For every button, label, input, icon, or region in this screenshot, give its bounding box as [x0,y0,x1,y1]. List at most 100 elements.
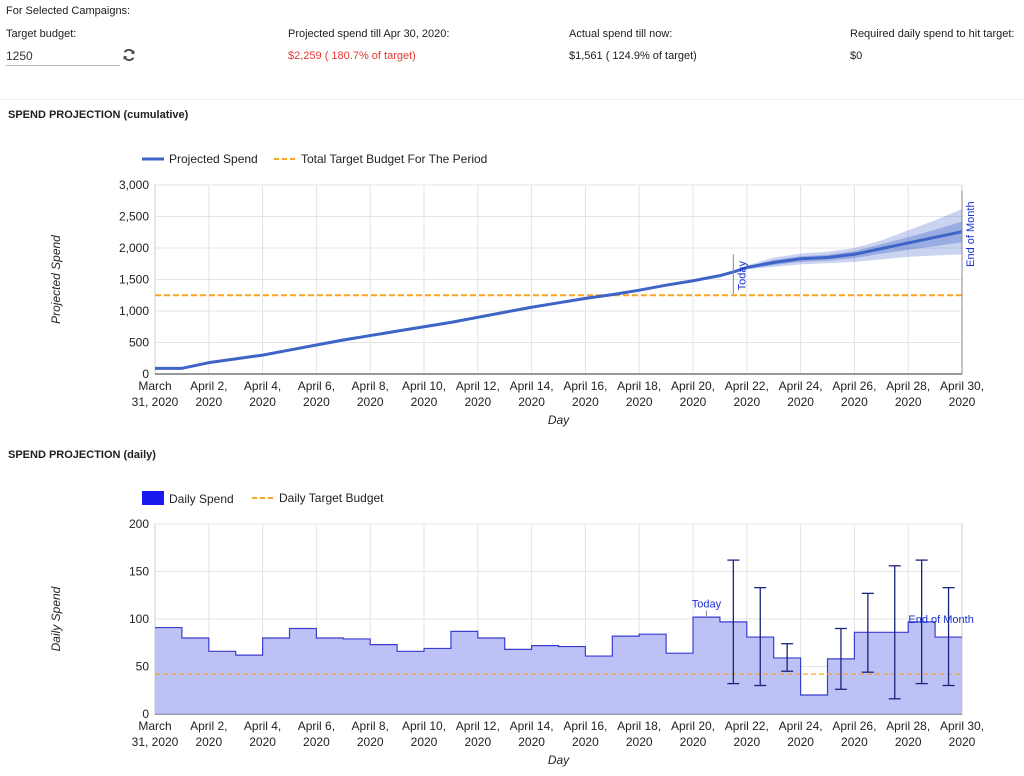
y-tick-label: 0 [142,367,149,381]
x-tick-label: April 14, [510,719,554,733]
x-tick-label: 2020 [841,735,868,749]
legend-label-target: Total Target Budget For The Period [301,152,487,166]
x-tick-label: 2020 [464,735,491,749]
x-tick-label: April 2, [190,719,227,733]
x-tick-label: 2020 [949,735,976,749]
x-tick-label: 31, 2020 [132,735,179,749]
x-tick-label: 2020 [787,735,814,749]
selection-label: For Selected Campaigns: [6,5,131,17]
x-tick-label: April 16, [563,719,607,733]
x-tick-label: 2020 [895,735,922,749]
x-tick-label: April 18, [617,719,661,733]
x-tick-label: April 10, [402,719,446,733]
x-tick-label: 2020 [787,395,814,409]
y-tick-label: 2,000 [119,241,149,255]
x-tick-label: 2020 [895,395,922,409]
x-tick-label: April 28, [886,719,930,733]
actual-spend-label: Actual spend till now: [569,28,673,40]
x-axis-title: Day [548,413,570,427]
target-budget-input[interactable] [6,47,120,66]
x-tick-label: 2020 [572,395,599,409]
legend-label-daily: Daily Spend [169,492,234,506]
x-tick-label: 2020 [464,395,491,409]
x-tick-label: April 4, [244,719,281,733]
y-tick-label: 100 [129,612,149,626]
y-tick-label: 3,000 [119,178,149,192]
y-tick-label: 500 [129,336,149,350]
end-of-month-annotation: End of Month [965,201,977,266]
x-tick-label: April 30, [940,719,984,733]
y-tick-label: 200 [129,517,149,531]
legend-swatch-daily [142,491,164,505]
x-tick-label: 31, 2020 [132,395,179,409]
x-tick-label: April 12, [456,719,500,733]
actual-spend-value: $1,561 ( 124.9% of target) [569,50,697,62]
x-tick-label: April 10, [402,379,446,393]
x-tick-label: April 14, [510,379,554,393]
y-tick-label: 150 [129,565,149,579]
y-axis-title: Daily Spend [49,586,63,651]
x-tick-label: 2020 [303,395,330,409]
x-tick-label: 2020 [949,395,976,409]
x-tick-label: April 8, [352,379,389,393]
x-tick-label: 2020 [411,395,438,409]
y-tick-label: 0 [142,707,149,721]
x-tick-label: 2020 [680,735,707,749]
legend-label-projected: Projected Spend [169,152,258,166]
x-tick-label: April 8, [352,719,389,733]
y-tick-label: 50 [136,660,150,674]
cumulative-section-title: SPEND PROJECTION (cumulative) [8,109,189,121]
x-tick-label: April 22, [725,719,769,733]
refresh-icon[interactable] [121,47,137,63]
x-tick-label: April 6, [298,719,335,733]
y-axis-title: Projected Spend [49,235,63,324]
target-budget-label: Target budget: [6,28,77,40]
projected-spend-value: $2,259 ( 180.7% of target) [288,50,416,62]
today-annotation: Today [736,261,748,291]
x-tick-label: 2020 [680,395,707,409]
x-tick-label: 2020 [518,735,545,749]
x-tick-label: April 4, [244,379,281,393]
x-tick-label: April 16, [563,379,607,393]
x-tick-label: April 28, [886,379,930,393]
x-tick-label: April 2, [190,379,227,393]
x-tick-label: 2020 [411,735,438,749]
x-tick-label: April 24, [779,719,823,733]
daily-section-title: SPEND PROJECTION (daily) [8,449,156,461]
x-tick-label: 2020 [195,395,222,409]
x-tick-label: 2020 [249,395,276,409]
x-tick-label: April 20, [671,379,715,393]
cumulative-chart: 0 500 1,000 1,500 2,000 2,500 3,000 March 31, 20… [49,152,984,427]
x-tick-label: 2020 [841,395,868,409]
x-tick-label: March [138,719,171,733]
end-of-month-annotation: End of Month [908,614,973,626]
x-tick-label: 2020 [518,395,545,409]
x-tick-label: 2020 [357,735,384,749]
header-divider [0,99,1024,100]
x-tick-label: April 30, [940,379,984,393]
daily-chart: 0 50 100 150 200 March 31, 2020 April 2, 2020 Apr… [49,491,984,767]
x-tick-label: April 24, [779,379,823,393]
x-tick-label: 2020 [733,735,760,749]
y-tick-label: 2,500 [119,210,149,224]
required-daily-value: $0 [850,50,863,62]
x-tick-label: April 26, [832,379,876,393]
y-tick-label: 1,500 [119,273,149,287]
x-tick-label: 2020 [626,395,653,409]
x-tick-label: 2020 [572,735,599,749]
x-tick-label: April 22, [725,379,769,393]
x-tick-label: April 20, [671,719,715,733]
projected-spend-label: Projected spend till Apr 30, 2020: [288,28,450,40]
x-tick-label: 2020 [733,395,760,409]
x-tick-label: April 26, [832,719,876,733]
required-daily-label: Required daily spend to hit target: [850,28,1015,40]
x-tick-label: 2020 [357,395,384,409]
today-annotation: Today [692,599,722,611]
x-axis-title: Day [548,753,570,767]
x-tick-label: 2020 [249,735,276,749]
x-tick-label: April 18, [617,379,661,393]
x-tick-label: 2020 [303,735,330,749]
x-tick-label: 2020 [195,735,222,749]
legend-label-daily-target: Daily Target Budget [279,491,384,505]
x-tick-label: 2020 [626,735,653,749]
